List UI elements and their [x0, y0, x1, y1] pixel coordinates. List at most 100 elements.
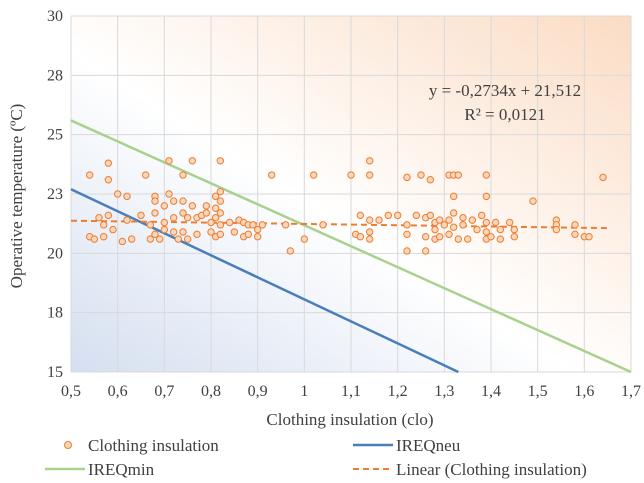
scatter-point: [375, 216, 383, 224]
x-tick-label: 0,5: [61, 383, 81, 400]
scatter-point: [449, 192, 458, 201]
x-tick-label: 1,4: [481, 383, 501, 400]
legend-label-ireqneu: IREQneu: [396, 436, 461, 455]
scatter-point: [169, 214, 178, 222]
scatter-point: [426, 176, 435, 184]
x-tick-label: 0,6: [108, 383, 128, 400]
scatter-point: [571, 221, 579, 229]
series-line-ireqmin: [70, 119, 632, 374]
scatter-point: [365, 228, 374, 236]
scatter-point: [169, 197, 178, 205]
scatter-point: [435, 233, 444, 241]
scatter-point: [249, 221, 257, 229]
scatter-point: [146, 235, 155, 243]
scatter-point: [431, 225, 439, 234]
scatter-point: [473, 225, 481, 234]
legend-label-clothing-insulation: Clothing insulation: [88, 436, 219, 455]
scatter-point: [445, 216, 453, 224]
scatter-point: [403, 173, 411, 182]
scatter-point: [127, 235, 136, 243]
legend-marker-circle: [64, 441, 72, 449]
scatter-point: [216, 221, 225, 229]
y-axis-title: Operative temperature (ºC): [7, 104, 26, 289]
x-tick-label: 1,7: [621, 383, 641, 400]
legend-item-clothing-insulation: Clothing insulation: [64, 436, 219, 455]
scatter-point: [123, 216, 131, 224]
scatter-point: [319, 221, 327, 229]
scatter-point: [109, 225, 117, 234]
scatter-point: [123, 192, 131, 201]
scatter-point: [482, 218, 491, 227]
scatter-point: [151, 197, 159, 205]
scatter-point: [365, 157, 374, 165]
x-tick-label: 1,5: [528, 383, 548, 400]
scatter-point: [477, 211, 486, 220]
scatter-point: [300, 235, 309, 243]
y-tick-label: 23: [47, 186, 63, 203]
scatter-point: [449, 223, 458, 231]
scatter-point: [412, 211, 421, 220]
scatter-point: [216, 157, 225, 165]
scatter-point: [468, 216, 477, 224]
series-lines: [70, 119, 632, 374]
scatter-point: [90, 235, 99, 243]
scatter-point: [230, 228, 239, 236]
scatter-point: [169, 228, 178, 236]
y-tick-label: 28: [47, 67, 63, 84]
scatter-point: [403, 230, 411, 239]
scatter-point: [244, 230, 253, 239]
scatter-point: [183, 235, 192, 243]
scatter-point: [137, 211, 145, 220]
scatter-point: [155, 235, 164, 243]
scatter-point: [309, 171, 318, 179]
scatter-point: [188, 157, 197, 165]
y-tick-label: 30: [47, 8, 63, 25]
scatter-point: [384, 211, 393, 220]
trendline-equation: y = -0,2734x + 21,512: [429, 81, 581, 100]
scatter-point: [258, 221, 267, 229]
legend-label-ireqmin: IREQmin: [88, 460, 155, 479]
scatter-point: [454, 235, 463, 243]
scatter-point: [104, 211, 113, 220]
scatter-point: [403, 247, 411, 255]
scatter-point: [207, 228, 215, 236]
scatter-point: [104, 159, 113, 167]
scatter-point: [99, 221, 108, 229]
scatter-point: [211, 192, 220, 201]
scatter-point: [174, 235, 183, 243]
scatter-point: [365, 235, 374, 243]
scatter-point: [188, 202, 197, 210]
x-gridlines: [70, 16, 632, 372]
scatter-point: [202, 209, 211, 217]
scatter-point: [253, 225, 262, 234]
scatter-point: [505, 218, 514, 227]
scatter-points: [85, 157, 607, 255]
legend-item-ireqmin: IREQmin: [45, 460, 155, 479]
x-tick-label: 1: [300, 383, 308, 400]
scatter-point: [151, 209, 159, 217]
scatter-point: [225, 218, 234, 227]
scatter-point: [482, 171, 491, 179]
scatter-point: [356, 211, 365, 220]
scatter-point: [216, 230, 225, 239]
scatter-point: [454, 171, 463, 179]
scatter-point: [417, 171, 425, 179]
x-tick-label: 1,3: [434, 383, 454, 400]
scatter-point: [193, 230, 201, 239]
legend-item-linear-trend: Linear (Clothing insulation): [353, 460, 587, 479]
scatter-point: [421, 233, 430, 241]
scatter-point: [141, 171, 150, 179]
x-tick-label: 0,7: [154, 383, 174, 400]
scatter-point: [435, 216, 444, 224]
scatter-point: [449, 209, 458, 217]
scatter-point: [393, 211, 402, 220]
scatter-point: [179, 228, 187, 236]
x-tick-label: 1,2: [388, 383, 408, 400]
scatter-point: [99, 233, 108, 241]
scatter-point: [216, 209, 225, 217]
y-tick-label: 18: [47, 305, 63, 322]
legend-label-linear-trend: Linear (Clothing insulation): [396, 460, 587, 479]
scatter-point: [160, 202, 169, 210]
series-line-ireqneu: [70, 188, 459, 374]
